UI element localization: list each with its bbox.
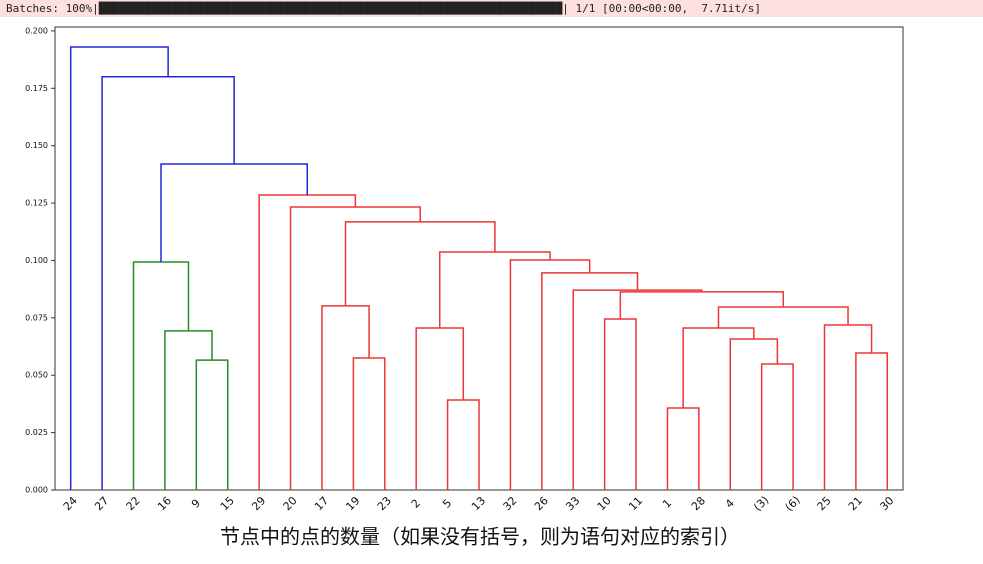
dendrogram-link	[682, 327, 755, 409]
leaf-label: 16	[155, 494, 174, 513]
y-tick-label: 0.000	[25, 486, 48, 495]
y-tick-label: 0.025	[25, 428, 48, 437]
leaf-label: 32	[501, 494, 520, 513]
dendrogram-link	[160, 163, 309, 263]
progress-bar: Batches: 100%|██████████████████████████…	[0, 0, 983, 17]
dendrogram-link	[344, 221, 496, 306]
leaf-label: (3)	[751, 494, 771, 514]
leaf-label: 25	[815, 494, 834, 513]
leaf-label: 19	[343, 494, 362, 513]
y-tick-label: 0.150	[25, 141, 48, 150]
y-tick-label: 0.125	[25, 199, 48, 208]
dendrogram-link	[258, 194, 357, 490]
dendrogram-link	[446, 399, 480, 490]
dendrogram-link	[760, 363, 794, 490]
leaf-label: 20	[281, 494, 300, 513]
dendrogram-link	[289, 206, 421, 490]
leaf-label: 5	[440, 497, 454, 511]
dendrogram-link	[415, 327, 465, 490]
dendrogram-link	[352, 357, 386, 490]
leaf-label: 33	[563, 494, 582, 513]
dendrogram-link	[509, 259, 591, 490]
leaf-label: 22	[124, 494, 143, 513]
y-tick-label: 0.100	[25, 256, 48, 265]
leaf-label: 24	[61, 494, 80, 513]
dendrogram-link	[717, 306, 849, 328]
dendrogram-link	[195, 359, 229, 490]
leaf-label: 13	[469, 494, 488, 513]
leaf-label: 15	[218, 494, 237, 513]
leaf-label: 10	[595, 494, 614, 513]
leaf-label: 29	[249, 494, 268, 513]
leaf-label: 1	[660, 497, 674, 511]
y-tick-label: 0.175	[25, 84, 48, 93]
y-tick-label: 0.200	[25, 26, 48, 35]
dendrogram-link	[619, 291, 785, 319]
leaf-label: 26	[532, 494, 551, 513]
leaf-label: 30	[877, 494, 896, 513]
dendrogram-link	[666, 407, 700, 490]
leaf-label: 23	[375, 494, 394, 513]
dendrogram-link	[729, 338, 779, 490]
dendrogram-link	[541, 272, 639, 490]
dendrogram-link	[101, 76, 235, 490]
leaf-label: 21	[846, 494, 865, 513]
x-axis-label: 节点中的点的数量（如果没有括号，则为语句对应的索引）	[220, 525, 740, 549]
dendrogram-link	[603, 318, 637, 490]
leaf-label: 9	[189, 497, 203, 511]
leaf-label: 2	[409, 497, 423, 511]
dendrogram-link	[164, 330, 213, 490]
dendrogram-link	[823, 324, 873, 490]
leaf-label: 17	[312, 494, 331, 513]
y-tick-label: 0.075	[25, 313, 48, 322]
y-tick-label: 0.050	[25, 371, 48, 380]
leaf-label: 11	[626, 494, 645, 513]
dendrogram-link	[438, 251, 551, 328]
dendrogram-link	[69, 46, 169, 490]
leaf-label: 28	[689, 494, 708, 513]
leaf-label: 4	[723, 497, 737, 511]
dendrogram-link	[572, 289, 703, 490]
dendrogram-link	[321, 305, 370, 490]
leaf-label: (6)	[783, 494, 803, 514]
dendrogram-link	[855, 352, 889, 490]
leaf-label: 27	[92, 494, 111, 513]
dendrogram-link	[132, 261, 190, 490]
